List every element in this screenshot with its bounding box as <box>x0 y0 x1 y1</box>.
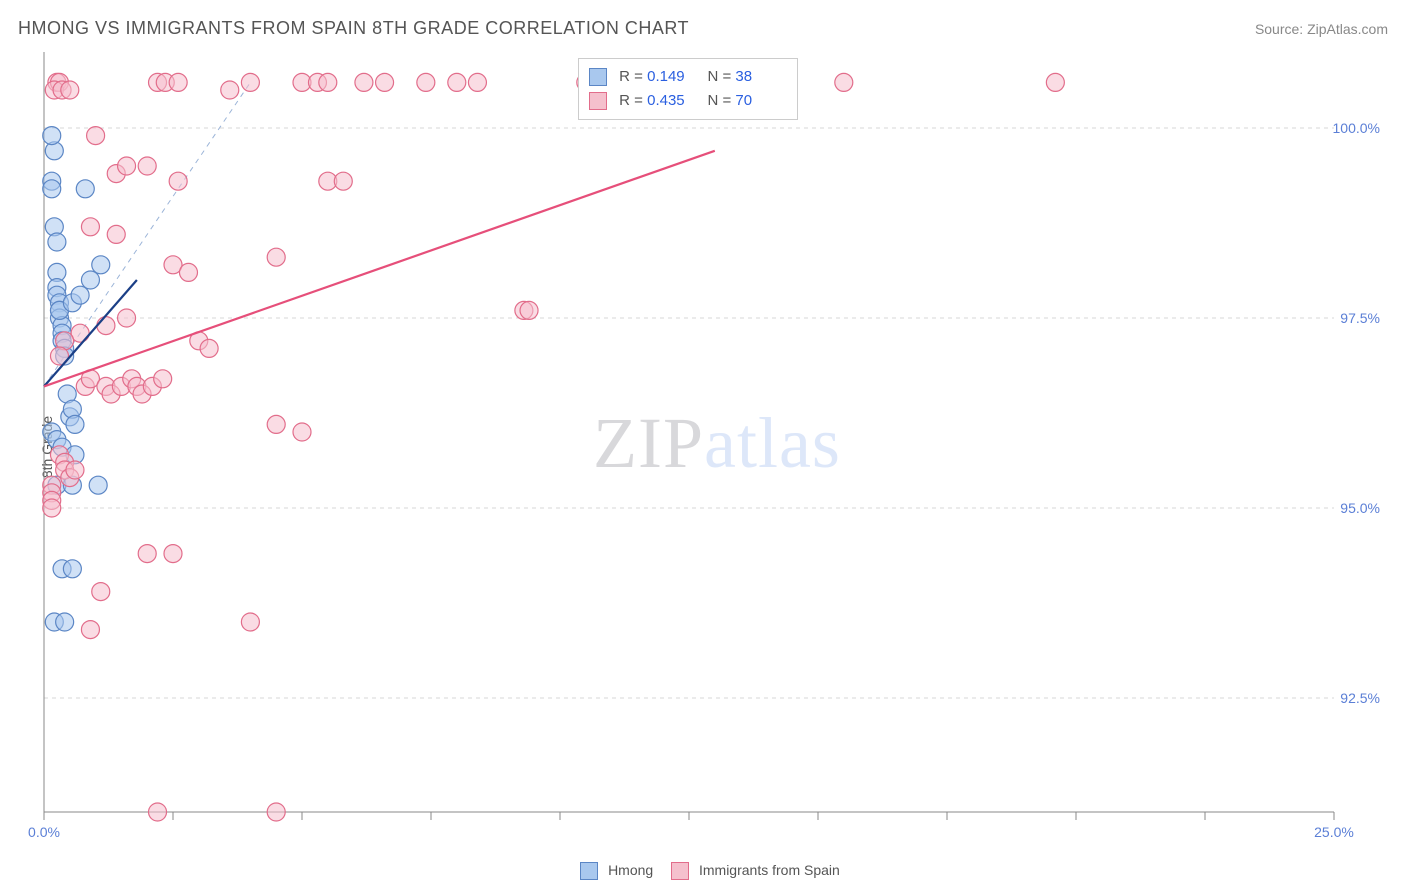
stats-swatch-spain <box>589 92 607 110</box>
stats-n-hmong: 38 <box>735 65 787 89</box>
x-tick-labels: 0.0%25.0% <box>38 818 1388 838</box>
stats-row-spain: R = 0.435 N = 70 <box>589 89 787 113</box>
legend-label-spain: Immigrants from Spain <box>699 862 840 878</box>
source-attribution: Source: ZipAtlas.com <box>1255 21 1388 37</box>
y-tick-label: 92.5% <box>1340 690 1380 706</box>
y-tick-labels: 92.5% 95.0% 97.5% 100.0% <box>38 52 1388 842</box>
legend-label-hmong: Hmong <box>608 862 653 878</box>
stats-row-hmong: R = 0.149 N = 38 <box>589 65 787 89</box>
bottom-legend: Hmong Immigrants from Spain <box>0 862 1406 880</box>
chart-area: 8th Grade 92.5%95.0%97.5%100.0% 0.0%25.0… <box>38 52 1388 842</box>
y-tick-label: 100.0% <box>1333 120 1380 136</box>
y-tick-label: 95.0% <box>1340 500 1380 516</box>
stats-swatch-hmong <box>589 68 607 86</box>
legend-stats-box: R = 0.149 N = 38 R = 0.435 N = 70 <box>578 58 798 120</box>
legend-swatch-hmong <box>580 862 598 880</box>
page-title: HMONG VS IMMIGRANTS FROM SPAIN 8TH GRADE… <box>18 18 689 39</box>
stats-n-spain: 70 <box>735 89 787 113</box>
y-tick-label: 97.5% <box>1340 310 1380 326</box>
x-tick-label: 0.0% <box>28 824 60 840</box>
stats-r-spain: 0.435 <box>647 89 699 113</box>
legend-swatch-spain <box>671 862 689 880</box>
stats-r-hmong: 0.149 <box>647 65 699 89</box>
x-tick-label: 25.0% <box>1314 824 1354 840</box>
header-row: HMONG VS IMMIGRANTS FROM SPAIN 8TH GRADE… <box>0 0 1406 43</box>
